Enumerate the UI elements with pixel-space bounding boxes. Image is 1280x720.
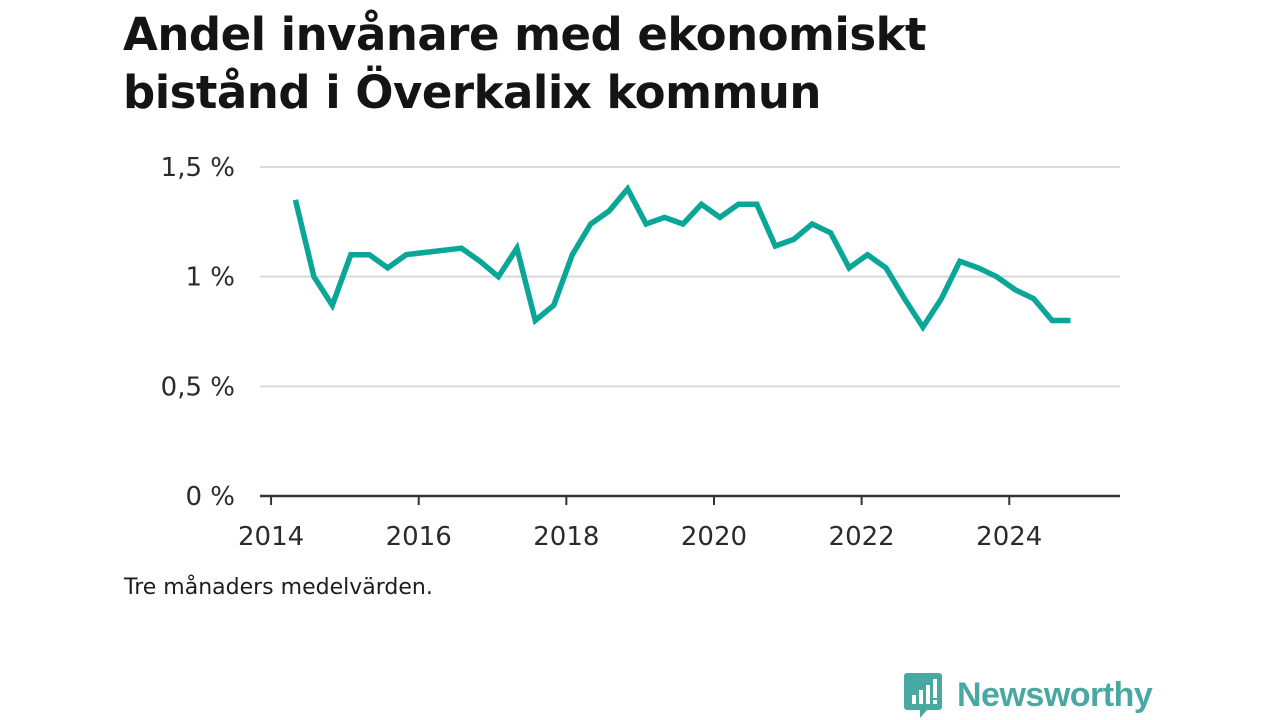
brand-name: Newsworthy <box>957 675 1153 714</box>
x-tick-label: 2024 <box>976 522 1042 552</box>
newsworthy-logo[interactable]: Newsworthy <box>903 670 1153 720</box>
y-tick-label: 0 % <box>185 482 235 512</box>
y-tick-label: 1 % <box>185 263 235 293</box>
chart-title-line-2: bistånd i Överkalix kommun <box>123 66 821 119</box>
x-tick-label: 2014 <box>238 522 304 552</box>
chart-title-line-1: Andel invånare med ekonomiskt <box>123 8 927 61</box>
x-tick-label: 2016 <box>386 522 452 552</box>
x-tick-label: 2022 <box>829 522 895 552</box>
x-tick-label: 2018 <box>533 522 599 552</box>
y-tick-label: 1,5 % <box>161 153 235 183</box>
series-line <box>292 183 1071 333</box>
chart-title: Andel invånare med ekonomiskt bistånd i … <box>123 6 1123 122</box>
chart-footnote: Tre månaders medelvärden. <box>124 575 433 600</box>
y-tick-label: 0,5 % <box>161 372 235 402</box>
x-tick-label: 2020 <box>681 522 747 552</box>
bar-chart-speech-bubble-icon <box>904 673 942 718</box>
